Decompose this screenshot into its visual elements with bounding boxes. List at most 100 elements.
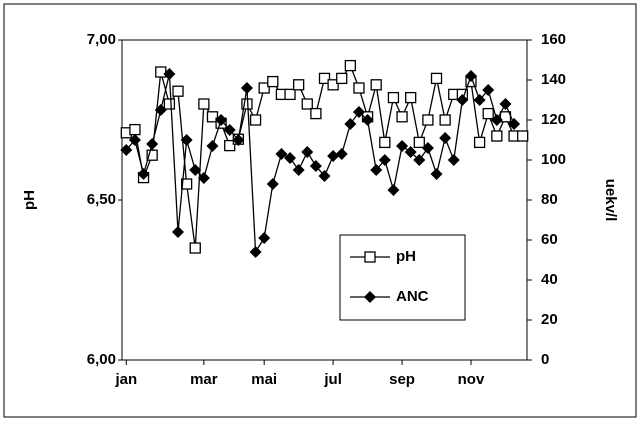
point: [163, 68, 176, 80]
y2-tick-label: 140: [541, 71, 566, 88]
point: [155, 66, 167, 78]
point: [310, 107, 322, 120]
point: [301, 146, 314, 158]
point: [189, 164, 202, 176]
point: [421, 142, 434, 154]
point: [370, 79, 382, 91]
y2-tick-label: 160: [541, 31, 566, 48]
point: [439, 114, 451, 126]
point: [292, 79, 305, 91]
point: [336, 72, 348, 85]
point: [309, 160, 322, 172]
x-tick-label: nov: [458, 371, 485, 388]
point: [137, 168, 150, 180]
point: [430, 168, 443, 180]
point: [499, 98, 512, 110]
point: [508, 118, 521, 130]
point: [172, 226, 185, 238]
legend-label: pH: [396, 248, 416, 265]
point: [482, 107, 494, 120]
y-tick-label: 6,00: [87, 351, 116, 368]
point: [490, 114, 503, 126]
x-tick-label: jan: [114, 371, 137, 388]
point: [284, 88, 296, 101]
point: [249, 246, 262, 258]
point: [344, 59, 357, 72]
point: [370, 164, 383, 176]
point: [361, 114, 374, 126]
point: [404, 146, 417, 158]
point: [120, 144, 133, 156]
x-tick-label: mar: [190, 371, 218, 388]
point: [249, 114, 262, 126]
point: [327, 150, 340, 162]
point: [517, 130, 529, 142]
point: [180, 134, 193, 146]
y2-tick-label: 120: [541, 111, 566, 128]
point: [129, 123, 141, 136]
y-tick-label: 6,50: [87, 191, 116, 208]
point: [352, 106, 365, 118]
point: [215, 114, 228, 126]
point: [387, 184, 400, 196]
point: [353, 82, 365, 94]
legend-box: [339, 234, 466, 321]
x-tick-label: jul: [323, 371, 342, 388]
point: [128, 134, 141, 146]
point: [335, 148, 348, 160]
point: [318, 170, 331, 182]
point: [172, 85, 184, 97]
point: [266, 178, 279, 190]
point: [456, 94, 469, 106]
point: [224, 139, 236, 152]
y-axis-label: pH: [21, 190, 38, 210]
y2-axis-label: uekv/l: [602, 179, 619, 222]
point: [327, 79, 339, 91]
point: [197, 172, 210, 184]
point: [413, 154, 426, 166]
point: [206, 140, 219, 152]
y2-tick-label: 100: [541, 151, 566, 168]
point: [258, 232, 271, 244]
point: [258, 82, 270, 94]
point: [318, 72, 331, 85]
point: [364, 251, 376, 263]
point: [422, 114, 434, 126]
point: [430, 72, 443, 85]
point: [413, 136, 425, 149]
point: [405, 91, 417, 104]
x-tick-label: mai: [251, 371, 277, 388]
y2-tick-label: 0: [541, 351, 549, 368]
point: [379, 136, 391, 149]
point: [146, 138, 159, 150]
point: [473, 94, 486, 106]
point: [364, 291, 376, 303]
y2-tick-label: 40: [541, 271, 558, 288]
point: [232, 134, 245, 146]
point: [439, 132, 452, 144]
point: [189, 242, 201, 254]
chart-border: [3, 3, 637, 418]
point: [198, 98, 210, 110]
point: [180, 178, 193, 190]
y2-tick-label: 80: [541, 191, 558, 208]
legend-label: ANC: [396, 288, 429, 305]
point: [275, 148, 288, 160]
point: [163, 98, 176, 110]
y2-tick-label: 20: [541, 311, 558, 328]
point: [447, 154, 460, 166]
point: [396, 140, 409, 152]
point: [473, 136, 486, 149]
point: [396, 111, 408, 123]
y2-tick-label: 60: [541, 231, 558, 248]
point: [284, 152, 297, 164]
point: [292, 164, 305, 176]
y-tick-label: 7,00: [87, 31, 116, 48]
point: [378, 154, 391, 166]
point: [154, 104, 167, 116]
series-line: [125, 73, 515, 255]
point: [464, 70, 477, 82]
point: [267, 75, 279, 88]
point: [240, 82, 253, 94]
